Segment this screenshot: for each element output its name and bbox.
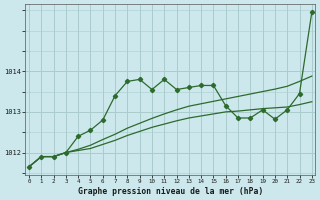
X-axis label: Graphe pression niveau de la mer (hPa): Graphe pression niveau de la mer (hPa) <box>78 187 263 196</box>
